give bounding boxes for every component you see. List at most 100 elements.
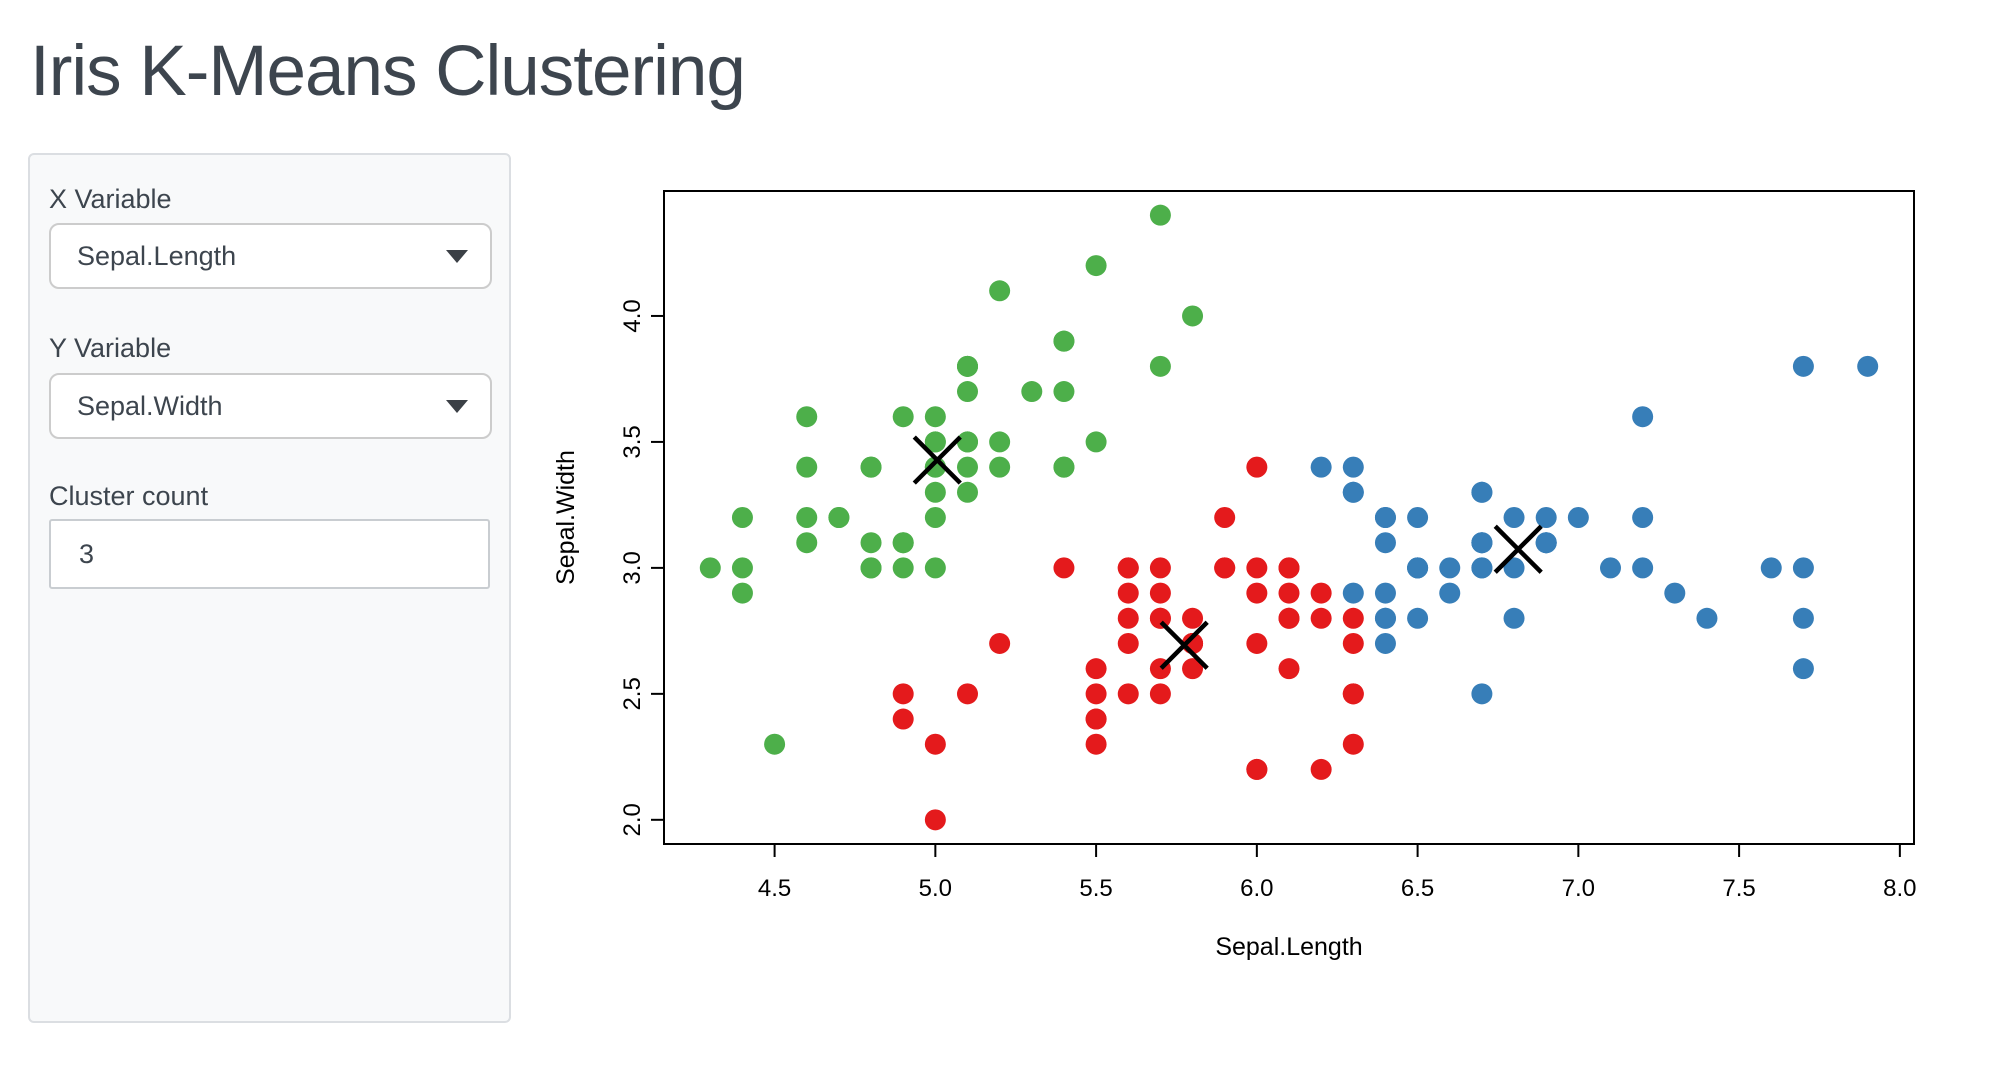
data-point-cluster-1 (1278, 607, 1300, 629)
data-point-cluster-3 (828, 507, 850, 528)
data-point-cluster-3 (956, 481, 978, 503)
data-point-cluster-2 (1407, 607, 1429, 629)
data-point-cluster-1 (1310, 758, 1332, 780)
data-point-cluster-3 (731, 582, 753, 604)
data-point-cluster-2 (1342, 582, 1364, 604)
data-point-cluster-3 (1053, 456, 1075, 478)
data-point-cluster-1 (1117, 632, 1139, 654)
data-point-cluster-1 (1085, 708, 1107, 730)
data-point-cluster-2 (1632, 507, 1654, 528)
data-point-cluster-3 (796, 456, 818, 478)
data-point-cluster-1 (892, 683, 914, 705)
y-axis-title: Sepal.Width (552, 450, 580, 585)
data-point-cluster-3 (924, 557, 946, 579)
x-axis-tick-label: 7.0 (1562, 875, 1595, 902)
data-point-cluster-1 (1117, 607, 1139, 629)
chevron-down-icon (446, 250, 468, 263)
data-point-cluster-1 (1214, 557, 1236, 579)
data-point-cluster-2 (1342, 481, 1364, 503)
x-axis-tick-label: 4.5 (758, 875, 791, 902)
y-axis-tick-label: 3.5 (619, 425, 646, 458)
data-point-cluster-2 (1471, 532, 1493, 554)
data-point-cluster-3 (764, 733, 786, 755)
data-point-cluster-1 (1278, 582, 1300, 604)
data-point-cluster-2 (1696, 607, 1718, 629)
data-point-cluster-3 (956, 381, 978, 403)
data-point-cluster-2 (1374, 582, 1396, 604)
data-point-cluster-2 (1632, 406, 1654, 428)
data-point-cluster-2 (1374, 507, 1396, 528)
data-point-cluster-2 (1535, 507, 1557, 528)
data-point-cluster-2 (1792, 658, 1814, 680)
data-point-cluster-3 (989, 280, 1011, 302)
data-point-cluster-2 (1792, 557, 1814, 579)
data-point-cluster-1 (1085, 683, 1107, 705)
data-point-cluster-3 (1182, 305, 1204, 327)
data-point-cluster-3 (1149, 355, 1171, 377)
data-point-cluster-2 (1374, 607, 1396, 629)
data-point-cluster-2 (1792, 355, 1814, 377)
data-point-cluster-2 (1407, 557, 1429, 579)
data-point-cluster-2 (1471, 481, 1493, 503)
data-point-cluster-2 (1503, 557, 1525, 579)
sidebar: X Variable Sepal.Length Y Variable Sepal… (28, 153, 511, 1023)
data-point-cluster-3 (796, 406, 818, 428)
data-point-cluster-3 (1085, 255, 1107, 277)
x-axis-tick-label: 6.5 (1401, 875, 1434, 902)
data-point-cluster-2 (1503, 507, 1525, 528)
data-point-cluster-3 (1149, 204, 1171, 226)
data-point-cluster-3 (924, 431, 946, 453)
data-point-cluster-1 (1182, 658, 1204, 680)
data-point-cluster-1 (1246, 758, 1268, 780)
data-point-cluster-1 (1246, 582, 1268, 604)
data-point-cluster-1 (1278, 658, 1300, 680)
data-point-cluster-1 (1214, 507, 1236, 528)
data-point-cluster-2 (1567, 507, 1589, 528)
data-point-cluster-3 (924, 507, 946, 528)
data-point-cluster-2 (1632, 557, 1654, 579)
y-axis-tick-label: 2.0 (619, 803, 646, 836)
data-point-cluster-2 (1374, 532, 1396, 554)
cluster-center-marker (1493, 524, 1543, 574)
data-point-cluster-1 (1149, 582, 1171, 604)
data-point-cluster-3 (989, 456, 1011, 478)
data-point-cluster-1 (1117, 683, 1139, 705)
data-point-cluster-2 (1857, 355, 1879, 377)
data-point-cluster-2 (1535, 532, 1557, 554)
data-point-cluster-3 (1053, 330, 1075, 352)
data-point-cluster-3 (924, 481, 946, 503)
y-axis-tick-label: 4.0 (619, 299, 646, 332)
data-point-cluster-2 (1792, 607, 1814, 629)
data-point-cluster-3 (731, 507, 753, 528)
data-point-cluster-3 (892, 557, 914, 579)
data-point-cluster-2 (1503, 607, 1525, 629)
data-point-cluster-1 (1085, 733, 1107, 755)
cluster-count-label: Cluster count (49, 481, 209, 511)
data-point-cluster-3 (1021, 381, 1043, 403)
data-point-cluster-1 (1246, 632, 1268, 654)
data-point-cluster-1 (1342, 733, 1364, 755)
data-point-cluster-3 (956, 456, 978, 478)
data-point-cluster-1 (1149, 557, 1171, 579)
cluster-count-input[interactable] (49, 519, 490, 589)
y-variable-select[interactable]: Sepal.Width (49, 373, 492, 439)
data-point-cluster-3 (796, 507, 818, 528)
x-variable-value: Sepal.Length (77, 240, 237, 271)
x-axis-tick-label: 5.0 (919, 875, 952, 902)
cluster-center-marker (1159, 620, 1209, 670)
data-point-cluster-1 (1278, 557, 1300, 579)
data-point-cluster-3 (699, 557, 721, 579)
data-point-cluster-2 (1407, 507, 1429, 528)
page-title: Iris K-Means Clustering (30, 32, 746, 111)
y-axis-tick-label: 3.0 (619, 551, 646, 584)
data-point-cluster-2 (1760, 557, 1782, 579)
data-point-cluster-2 (1439, 582, 1461, 604)
data-point-cluster-2 (1664, 582, 1686, 604)
x-axis-tick-label: 6.0 (1240, 875, 1273, 902)
data-point-cluster-1 (1246, 456, 1268, 478)
x-variable-select[interactable]: Sepal.Length (49, 223, 492, 289)
data-point-cluster-1 (1182, 607, 1204, 629)
data-point-cluster-3 (956, 355, 978, 377)
data-point-cluster-2 (1471, 557, 1493, 579)
